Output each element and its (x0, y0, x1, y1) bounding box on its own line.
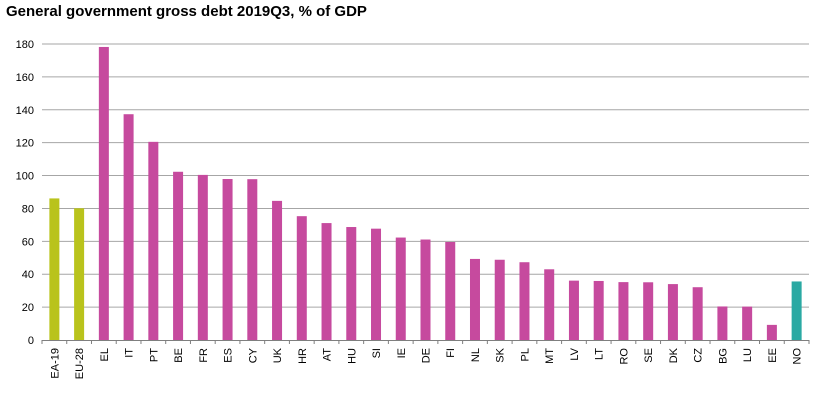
bar-FI (445, 241, 456, 340)
x-tick-label-EA-19: EA-19 (49, 348, 61, 379)
bar-NO (791, 281, 802, 340)
bar-NL (469, 258, 480, 340)
x-tick-label-DE: DE (421, 348, 433, 363)
bar-LV (568, 280, 579, 340)
x-tick-label-RO: RO (618, 348, 630, 365)
x-tick-label-LU: LU (742, 348, 754, 362)
x-tick-label-BG: BG (717, 348, 729, 364)
x-tick-label-AT: AT (322, 348, 334, 362)
x-tick-label-PT: PT (148, 348, 160, 362)
bar-EL (98, 46, 109, 341)
bar-IT (123, 114, 134, 341)
x-tick-label-NL: NL (470, 348, 482, 362)
y-axis: 0 20 40 60 80 100 120 140 160 180 (16, 39, 34, 347)
x-tick-label-SE: SE (643, 348, 655, 363)
y-tick-label-40: 40 (22, 269, 34, 281)
bar-BE (173, 171, 184, 340)
bar-EE (766, 324, 777, 340)
x-tick-label-CY: CY (247, 347, 259, 363)
bar-SK (494, 259, 505, 340)
bar-DK (667, 284, 678, 340)
bar-RO (618, 282, 629, 340)
x-tick-label-EU-28: EU-28 (74, 348, 86, 379)
bar-LT (593, 280, 604, 340)
bar-EU-28 (74, 208, 85, 340)
x-tick-label-IT: IT (124, 348, 136, 358)
x-tick-label-CZ: CZ (693, 348, 705, 363)
x-tick-label-LT: LT (594, 348, 606, 360)
y-tick-label-180: 180 (16, 39, 34, 51)
bar-CZ (692, 287, 703, 340)
bars (49, 46, 802, 341)
bar-LU (742, 306, 753, 340)
bar-PT (148, 141, 159, 340)
bar-HR (296, 216, 307, 340)
x-tick-label-PL: PL (519, 348, 531, 361)
chart-title: General government gross debt 2019Q3, % … (6, 3, 367, 20)
x-tick-label-IE: IE (396, 348, 408, 358)
y-tick-label-100: 100 (16, 171, 34, 183)
bar-SE (643, 282, 654, 340)
bar-UK (272, 200, 283, 340)
bar-SI (371, 228, 382, 340)
x-tick-label-FR: FR (198, 348, 210, 363)
x-tick-label-HU: HU (346, 348, 358, 364)
bar-CY (247, 179, 258, 340)
bar-FR (197, 174, 208, 340)
x-axis: EA-19 EU-28 EL IT PT BE FR ES CY UK HR AT HU SI IE DE FI… (41, 340, 810, 379)
bar-HU (346, 227, 357, 340)
y-tick-label-140: 140 (16, 105, 34, 117)
y-tick-label-0: 0 (28, 335, 34, 347)
x-tick-label-DK: DK (668, 347, 680, 363)
x-tick-label-BE: BE (173, 348, 185, 363)
bar-AT (321, 223, 332, 340)
y-tick-label-120: 120 (16, 138, 34, 150)
bar-DE (420, 239, 431, 340)
y-tick-label-60: 60 (22, 236, 34, 248)
x-tick-label-EL: EL (99, 348, 111, 361)
y-tick-label-80: 80 (22, 203, 34, 215)
x-tick-label-FI: FI (445, 348, 457, 358)
x-tick-label-LV: LV (569, 347, 581, 360)
y-tick-label-20: 20 (22, 302, 34, 314)
bar-IE (395, 237, 406, 340)
bar-BG (717, 306, 728, 340)
x-tick-label-MT: MT (544, 348, 556, 364)
bar-EA-19 (49, 198, 60, 340)
x-tick-label-SK: SK (495, 347, 507, 362)
bar-ES (222, 179, 233, 340)
x-tick-label-SI: SI (371, 348, 383, 358)
x-tick-label-ES: ES (223, 348, 235, 363)
bar-MT (544, 269, 555, 340)
x-tick-label-NO: NO (792, 348, 804, 365)
x-tick-label-UK: UK (272, 347, 284, 363)
x-tick-label-HR: HR (297, 348, 309, 364)
y-tick-label-160: 160 (16, 72, 34, 84)
bar-PL (519, 262, 530, 340)
x-tick-label-EE: EE (767, 348, 779, 363)
